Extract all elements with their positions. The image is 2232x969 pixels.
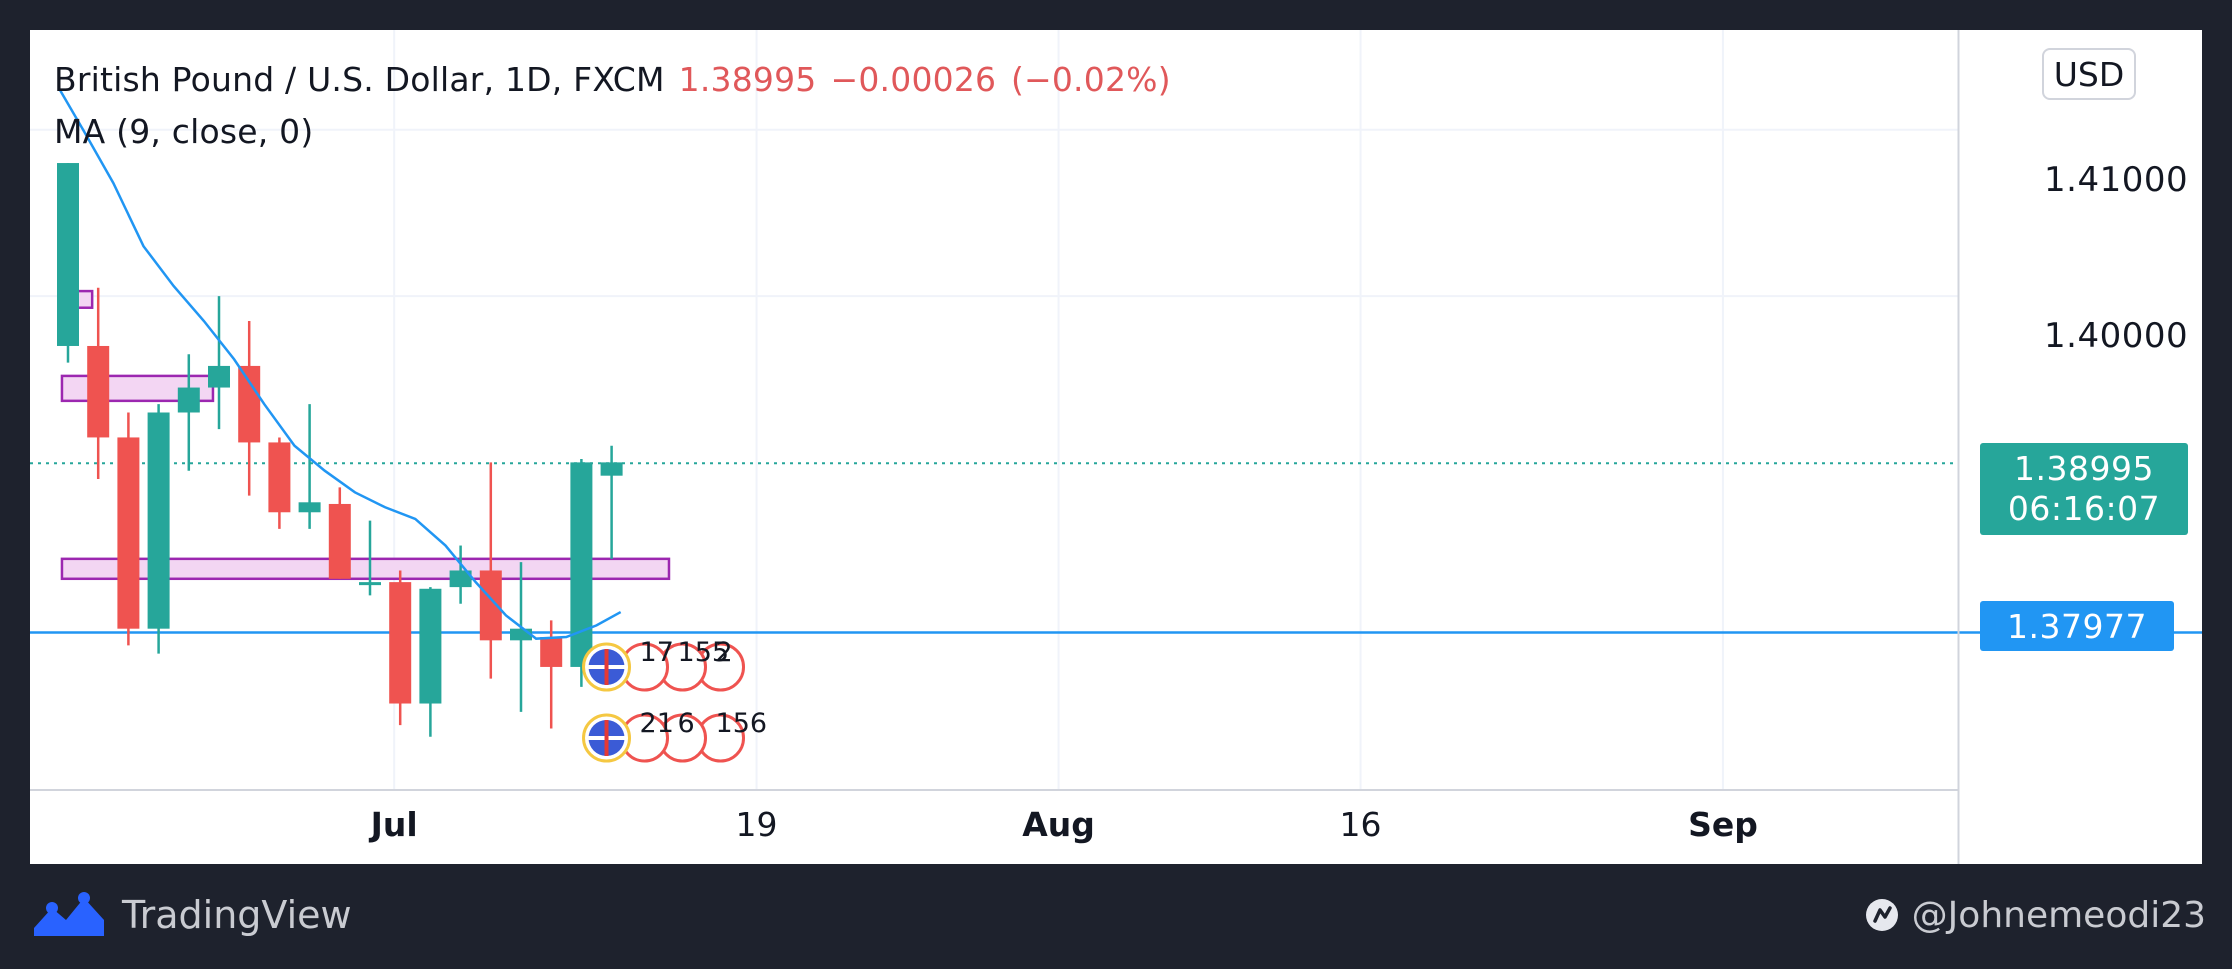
ma-legend[interactable]: MA (9, close, 0) xyxy=(54,112,314,151)
x-tick-label: 19 xyxy=(735,805,778,844)
x-tick-label: Aug xyxy=(1022,805,1095,844)
change-text: −0.00026 xyxy=(830,60,997,99)
last-price-value: 1.38995 xyxy=(2014,449,2154,488)
candle-body xyxy=(238,365,261,443)
y-tick-label: 1.41000 xyxy=(2044,160,2189,200)
candle-body xyxy=(510,628,532,641)
event-count-label: 2 xyxy=(716,637,733,668)
x-tick-label: Jul xyxy=(370,805,418,844)
symbol-legend[interactable]: British Pound / U.S. Dollar, 1D, FXCM 1.3… xyxy=(54,60,1171,99)
candle-body xyxy=(449,570,472,588)
ma-line xyxy=(57,87,622,640)
candle-body xyxy=(540,637,563,667)
event-count-label: 156 xyxy=(716,708,768,739)
tradingview-brand-text: TradingView xyxy=(122,893,352,937)
candle-body xyxy=(147,412,170,629)
candle-body xyxy=(570,462,593,667)
ma-layer xyxy=(57,87,622,640)
x-tick-label: Sep xyxy=(1688,805,1758,844)
candle-body xyxy=(600,462,623,476)
x-tick-label: 16 xyxy=(1339,805,1382,844)
change-pct-text: (−0.02%) xyxy=(1010,60,1171,99)
event-count-label: 6 xyxy=(678,708,695,739)
author-handle[interactable]: @Johnemeodi23 xyxy=(1864,888,2206,942)
ideas-icon xyxy=(1865,899,1898,931)
last-price-label: 1.38995 06:16:07 xyxy=(1980,443,2188,535)
candle-body xyxy=(328,503,351,579)
grid-layer xyxy=(30,30,1958,790)
horizontal-level-value: 1.37977 xyxy=(2007,606,2147,646)
candle-body xyxy=(419,588,442,704)
y-tick-label: 1.40000 xyxy=(2044,316,2189,356)
candle-body xyxy=(268,442,291,513)
currency-button[interactable]: USD xyxy=(2042,48,2136,100)
candle-body xyxy=(298,502,321,513)
candle-body xyxy=(389,582,412,704)
last-price-text: 1.38995 xyxy=(678,60,817,99)
chart-panel[interactable]: 17 155 2 21 6 156 British Pound / U.S. Dollar… xyxy=(30,30,2202,864)
candle-body xyxy=(177,387,200,413)
author-handle-text: @Johnemeodi23 xyxy=(1911,894,2206,936)
candle-body xyxy=(359,582,381,586)
event-count-label: 155 xyxy=(678,637,730,668)
tradingview-brand[interactable]: TradingView xyxy=(30,888,352,942)
event-count-label: 17 xyxy=(640,637,674,668)
axis-layer xyxy=(30,30,1960,864)
candle-body xyxy=(479,570,502,641)
zone-rectangle xyxy=(60,557,671,581)
tradingview-logo-icon xyxy=(34,892,104,936)
candle-layer xyxy=(57,163,623,737)
candle-body xyxy=(117,437,140,629)
candle-body xyxy=(87,345,110,438)
candle-body xyxy=(57,163,79,346)
countdown-timer: 06:16:07 xyxy=(2007,489,2161,528)
candle-body xyxy=(208,365,230,388)
event-count-label: 21 xyxy=(640,708,674,739)
symbol-title: British Pound / U.S. Dollar, 1D, FXCM xyxy=(54,60,665,99)
horizontal-level-label[interactable]: 1.37977 xyxy=(1980,601,2174,651)
level-layer xyxy=(30,462,2202,634)
